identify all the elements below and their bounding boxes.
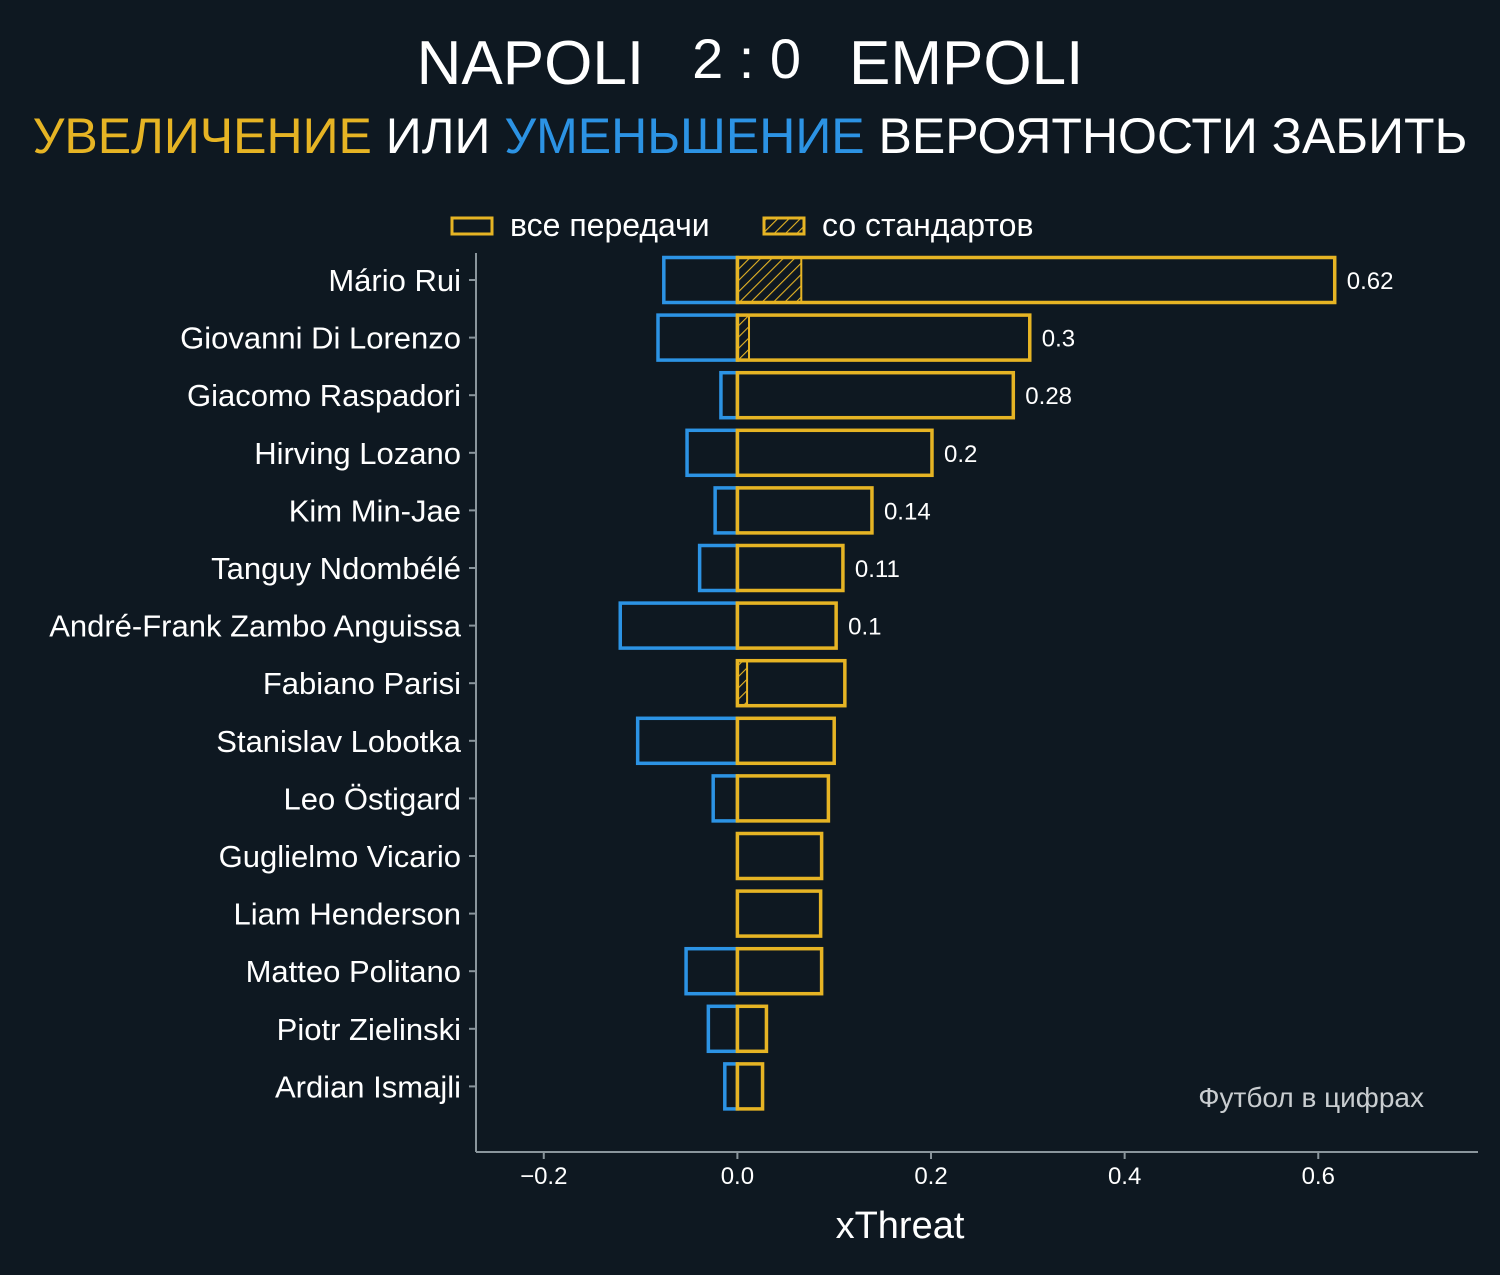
bar-increase-tanguy-ndombele [735, 543, 845, 593]
y-tick-labels: Mário Rui Giovanni Di Lorenzo Giacomo Rasp… [49, 263, 476, 1104]
bar-increase-guglielmo-vicario [735, 831, 824, 881]
y-tick-label-liam-henderson: Liam Henderson [234, 897, 461, 932]
bar-increase-matteo-politano [735, 946, 824, 996]
data-label-giacomo-raspadori: 0.28 [1025, 383, 1072, 410]
home-team: NAPOLI [416, 29, 645, 98]
bar-decrease-piotr-zielinski [706, 1004, 740, 1054]
y-tick-label-mario-rui: Mário Rui [328, 263, 461, 298]
y-tick-label-kim-min-jae: Kim Min-Jae [289, 493, 461, 528]
y-tick-label-giacomo-raspadori: Giacomo Raspadori [187, 378, 461, 413]
x-ticks: −0.2 0.0 0.2 0.4 0.6 [520, 1152, 1335, 1190]
y-tick-label-fabiano-parisi: Fabiano Parisi [263, 666, 461, 701]
y-tick-label-leo-ostigard: Leo Östigard [284, 781, 462, 816]
bar-decrease-giovanni-di-lorenzo [656, 313, 740, 362]
bar-decrease-matteo-politano [684, 946, 740, 996]
bar-increase-ardian-ismajli [735, 1062, 765, 1111]
score: 2 : 0 [692, 27, 802, 90]
bar-increase-stanislav-lobotka [735, 716, 836, 766]
bar-decrease-stanislav-lobotka [635, 716, 740, 766]
legend: все передачи со стандартов [450, 207, 1033, 243]
bar-increase-fabiano-parisi [735, 658, 847, 708]
bar-decrease-andre-frank-zambo-anguissa [618, 601, 740, 650]
data-label-kim-min-jae: 0.14 [884, 498, 931, 525]
chart-title: NAPOLI 2 : 0 EMPOLI [0, 24, 1500, 105]
legend-label-set-pieces: со стандартов [822, 207, 1033, 243]
data-label-hirving-lozano: 0.2 [944, 441, 977, 468]
bar-decrease-leo-ostigard [711, 774, 740, 823]
bar-increase-giacomo-raspadori [735, 370, 1016, 420]
y-tick-label-andre-frank-zambo-anguissa: André-Frank Zambo Anguissa [49, 609, 462, 644]
y-tick-label-tanguy-ndombele: Tanguy Ndombélé [211, 551, 461, 586]
bar-decrease-giacomo-raspadori [719, 370, 740, 420]
x-tick-label: 0.0 [721, 1163, 754, 1190]
data-label-tanguy-ndombele: 0.11 [855, 556, 900, 583]
y-tick-label-giovanni-di-lorenzo: Giovanni Di Lorenzo [180, 321, 461, 356]
bar-increase-mario-rui [735, 255, 1337, 305]
subtitle-rest: ВЕРОЯТНОСТИ ЗАБИТЬ [878, 108, 1468, 164]
bar-decrease-tanguy-ndombele [697, 543, 740, 593]
data-label-andre-frank-zambo-anguissa: 0.1 [848, 614, 881, 641]
y-tick-label-hirving-lozano: Hirving Lozano [254, 436, 461, 471]
bar-increase-leo-ostigard [735, 774, 831, 823]
bar-decrease-hirving-lozano [685, 428, 740, 478]
bar-decrease-ardian-ismajli [723, 1062, 740, 1111]
subtitle-increase: УВЕЛИЧЕНИЕ [32, 108, 372, 164]
away-team: EMPOLI [849, 29, 1084, 98]
legend-swatch-set-pieces [762, 216, 806, 236]
legend-swatch-all-passes [450, 216, 494, 236]
subtitle-decrease: УМЕНЬШЕНИЕ [504, 108, 865, 164]
y-tick-label-guglielmo-vicario: Guglielmo Vicario [219, 839, 461, 874]
chart-subtitle: УВЕЛИЧЕНИЕ ИЛИ УМЕНЬШЕНИЕ ВЕРОЯТНОСТИ ЗА… [0, 104, 1500, 168]
watermark: Футбол в цифрах [1198, 1082, 1424, 1113]
y-tick-label-ardian-ismajli: Ardian Ismajli [275, 1069, 461, 1104]
x-axis-label: xThreat [836, 1205, 965, 1247]
y-tick-label-stanislav-lobotka: Stanislav Lobotka [216, 724, 461, 759]
data-label-mario-rui: 0.62 [1347, 268, 1394, 295]
data-label-giovanni-di-lorenzo: 0.3 [1042, 326, 1075, 353]
bar-increase-giovanni-di-lorenzo [735, 313, 1032, 362]
bar-decrease-mario-rui [662, 255, 740, 305]
bar-increase-hirving-lozano [735, 428, 934, 478]
data-labels: 0.62 0.3 0.28 0.2 0.14 0.11 0.1 [848, 268, 1393, 641]
legend-label-all-passes: все передачи [510, 207, 710, 243]
bar-setpiece-mario-rui [736, 256, 803, 304]
x-tick-label: 0.6 [1302, 1163, 1335, 1190]
bar-increase-piotr-zielinski [735, 1004, 769, 1054]
subtitle-or: ИЛИ [385, 108, 491, 164]
bar-increase-liam-henderson [735, 889, 823, 938]
y-tick-label-matteo-politano: Matteo Politano [246, 954, 461, 989]
x-tick-label: 0.2 [914, 1163, 947, 1190]
bars [618, 255, 1337, 1111]
bar-increase-andre-frank-zambo-anguissa [735, 601, 838, 650]
bar-decrease-kim-min-jae [713, 486, 740, 535]
bar-increase-kim-min-jae [735, 486, 874, 535]
x-tick-label: 0.4 [1108, 1163, 1141, 1190]
y-tick-label-piotr-zielinski: Piotr Zielinski [277, 1012, 461, 1047]
x-tick-label: −0.2 [520, 1163, 567, 1190]
